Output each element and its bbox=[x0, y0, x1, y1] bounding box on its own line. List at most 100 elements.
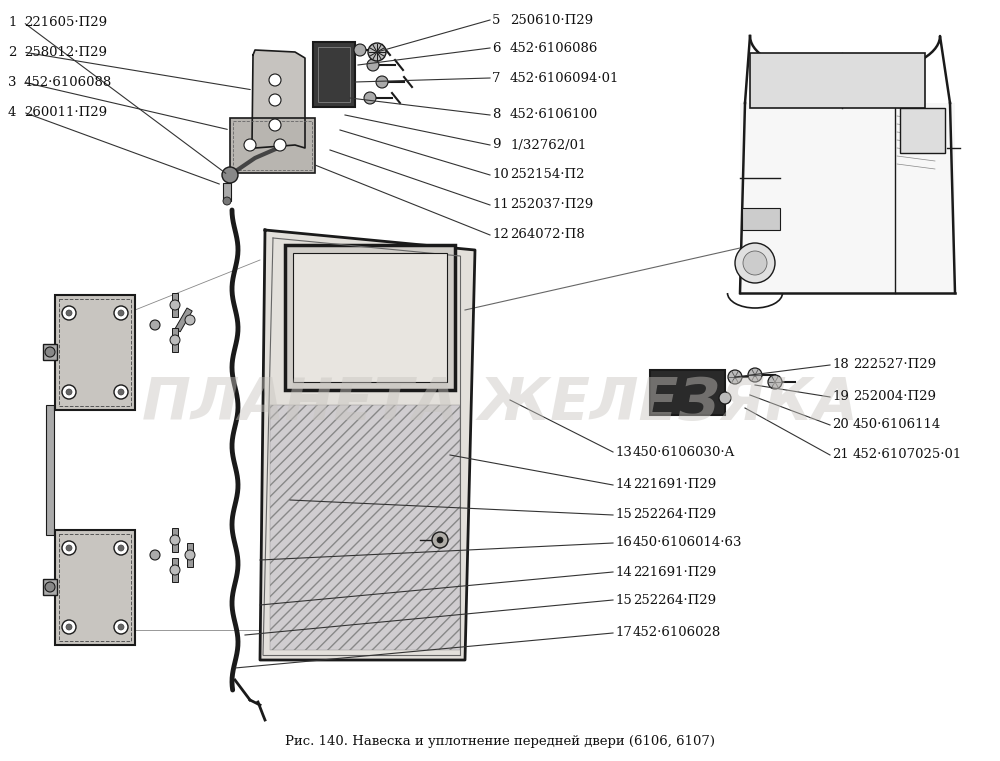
Bar bbox=[318, 47, 350, 102]
Text: 452·6106088: 452·6106088 bbox=[24, 75, 112, 88]
Bar bbox=[230, 118, 315, 173]
Text: 14: 14 bbox=[615, 565, 632, 578]
Text: 6: 6 bbox=[492, 42, 501, 55]
Bar bbox=[55, 295, 135, 410]
Text: 221691·П29: 221691·П29 bbox=[633, 565, 716, 578]
Text: 221691·П29: 221691·П29 bbox=[633, 479, 716, 492]
Circle shape bbox=[114, 306, 128, 320]
Circle shape bbox=[728, 370, 742, 384]
Text: 222527·П29: 222527·П29 bbox=[853, 358, 936, 371]
Circle shape bbox=[170, 535, 180, 545]
Circle shape bbox=[114, 620, 128, 634]
Text: 252154·П2: 252154·П2 bbox=[510, 168, 584, 182]
Text: 19: 19 bbox=[832, 390, 849, 403]
Bar bbox=[750, 53, 925, 108]
Text: 8: 8 bbox=[492, 109, 500, 122]
Circle shape bbox=[367, 59, 379, 71]
Text: 452·6106086: 452·6106086 bbox=[510, 42, 598, 55]
Circle shape bbox=[114, 541, 128, 555]
Bar bbox=[172, 328, 178, 352]
Text: 14: 14 bbox=[615, 479, 632, 492]
Text: 252264·П29: 252264·П29 bbox=[633, 594, 716, 607]
Circle shape bbox=[364, 92, 376, 104]
Text: 15: 15 bbox=[615, 508, 632, 521]
Bar bbox=[650, 370, 725, 415]
Circle shape bbox=[150, 320, 160, 330]
Text: 3: 3 bbox=[8, 75, 16, 88]
Circle shape bbox=[66, 389, 72, 395]
Circle shape bbox=[432, 532, 448, 548]
Circle shape bbox=[170, 335, 180, 345]
Bar bbox=[293, 253, 447, 382]
Text: 452·6106094·01: 452·6106094·01 bbox=[510, 72, 619, 84]
Text: 452·6106028: 452·6106028 bbox=[633, 626, 721, 639]
Circle shape bbox=[62, 620, 76, 634]
Circle shape bbox=[222, 167, 238, 183]
Text: 260011·П29: 260011·П29 bbox=[24, 106, 107, 119]
Text: 18: 18 bbox=[832, 358, 849, 371]
Circle shape bbox=[244, 139, 256, 151]
Text: Рис. 140. Навеска и уплотнение передней двери (6106, 6107): Рис. 140. Навеска и уплотнение передней … bbox=[285, 735, 715, 749]
Circle shape bbox=[743, 251, 767, 275]
Text: 452·6107025·01: 452·6107025·01 bbox=[853, 448, 962, 461]
Circle shape bbox=[66, 310, 72, 316]
Bar bbox=[43, 344, 57, 360]
Text: 264072·П8: 264072·П8 bbox=[510, 228, 585, 241]
Circle shape bbox=[269, 74, 281, 86]
Polygon shape bbox=[260, 230, 475, 660]
Text: 1: 1 bbox=[8, 15, 16, 28]
Circle shape bbox=[185, 315, 195, 325]
Circle shape bbox=[274, 139, 286, 151]
Text: 9: 9 bbox=[492, 139, 501, 151]
Bar bbox=[900, 108, 945, 153]
Circle shape bbox=[185, 550, 195, 560]
Text: 2: 2 bbox=[8, 46, 16, 59]
Text: 20: 20 bbox=[832, 419, 849, 431]
Bar bbox=[175, 308, 192, 332]
Text: 258012·П29: 258012·П29 bbox=[24, 46, 107, 59]
Text: 221605·П29: 221605·П29 bbox=[24, 15, 107, 28]
Bar bbox=[172, 528, 178, 552]
Text: 4: 4 bbox=[8, 106, 16, 119]
Polygon shape bbox=[740, 103, 955, 293]
Circle shape bbox=[223, 197, 231, 205]
Circle shape bbox=[748, 368, 762, 382]
Text: 252037·П29: 252037·П29 bbox=[510, 199, 593, 212]
Bar bbox=[187, 543, 193, 567]
Bar bbox=[223, 183, 231, 201]
Circle shape bbox=[437, 537, 443, 543]
Polygon shape bbox=[252, 50, 305, 148]
Text: 250610·П29: 250610·П29 bbox=[510, 14, 593, 27]
Text: 12: 12 bbox=[492, 228, 509, 241]
Bar bbox=[59, 534, 131, 641]
Bar bbox=[59, 299, 131, 406]
Text: 252004·П29: 252004·П29 bbox=[853, 390, 936, 403]
Text: 450·6106114: 450·6106114 bbox=[853, 419, 941, 431]
Text: 452·6106100: 452·6106100 bbox=[510, 109, 598, 122]
Bar bbox=[742, 208, 780, 230]
Text: 21: 21 bbox=[832, 448, 849, 461]
Circle shape bbox=[170, 300, 180, 310]
Circle shape bbox=[62, 541, 76, 555]
Bar bbox=[233, 121, 312, 170]
Circle shape bbox=[62, 306, 76, 320]
Circle shape bbox=[719, 392, 731, 404]
Bar bbox=[172, 558, 178, 582]
Text: 11: 11 bbox=[492, 199, 509, 212]
Circle shape bbox=[150, 550, 160, 560]
Text: 10: 10 bbox=[492, 168, 509, 182]
Circle shape bbox=[170, 565, 180, 575]
Bar bbox=[270, 405, 460, 650]
Text: ПЛАНЕТА ЖЕЛЕЗЯКА: ПЛАНЕТА ЖЕЛЕЗЯКА bbox=[142, 375, 858, 431]
Text: 15: 15 bbox=[615, 594, 632, 607]
Text: 1/32762/01: 1/32762/01 bbox=[510, 139, 586, 151]
Bar bbox=[285, 245, 455, 390]
Circle shape bbox=[368, 43, 386, 61]
Bar bbox=[46, 405, 54, 535]
Circle shape bbox=[376, 76, 388, 88]
Text: 450·6106030·A: 450·6106030·A bbox=[633, 445, 735, 458]
Circle shape bbox=[118, 310, 124, 316]
Bar bbox=[55, 530, 135, 645]
Text: 252264·П29: 252264·П29 bbox=[633, 508, 716, 521]
Bar bbox=[172, 293, 178, 317]
